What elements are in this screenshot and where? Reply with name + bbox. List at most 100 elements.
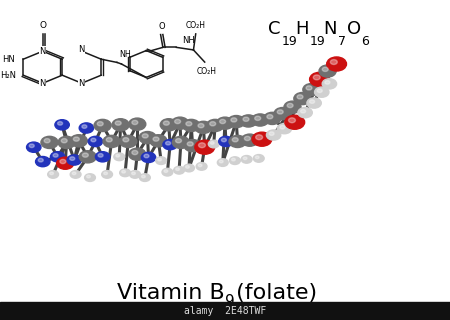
Circle shape: [322, 67, 328, 71]
Circle shape: [256, 135, 263, 140]
Text: C: C: [268, 20, 280, 38]
Text: H₂N: H₂N: [0, 71, 17, 80]
Text: 9: 9: [225, 294, 235, 309]
Circle shape: [174, 166, 184, 174]
Circle shape: [255, 156, 259, 159]
Circle shape: [166, 141, 171, 145]
Circle shape: [67, 155, 81, 165]
Circle shape: [73, 137, 79, 141]
Circle shape: [163, 140, 177, 150]
Circle shape: [163, 121, 169, 125]
Circle shape: [221, 138, 226, 142]
Circle shape: [322, 79, 337, 89]
Circle shape: [158, 158, 162, 161]
Circle shape: [287, 103, 293, 108]
Text: (folate): (folate): [229, 283, 317, 303]
Text: O: O: [158, 22, 165, 31]
Circle shape: [95, 152, 110, 162]
Circle shape: [252, 132, 272, 146]
Text: CO₂H: CO₂H: [186, 21, 206, 30]
Circle shape: [104, 172, 108, 175]
Circle shape: [196, 163, 207, 170]
Circle shape: [98, 154, 103, 157]
Circle shape: [88, 136, 103, 147]
Circle shape: [288, 118, 296, 123]
Circle shape: [132, 150, 138, 155]
Circle shape: [114, 153, 125, 161]
Circle shape: [207, 119, 224, 132]
Circle shape: [186, 122, 192, 126]
Circle shape: [310, 100, 315, 103]
Circle shape: [277, 110, 283, 114]
Circle shape: [315, 87, 329, 97]
Circle shape: [187, 142, 193, 146]
Circle shape: [274, 108, 291, 120]
Circle shape: [129, 148, 146, 160]
Circle shape: [27, 142, 41, 152]
Circle shape: [243, 117, 249, 121]
Circle shape: [208, 140, 219, 148]
Text: 6: 6: [361, 35, 369, 48]
Text: Vitamin B: Vitamin B: [117, 283, 225, 303]
Circle shape: [216, 117, 234, 129]
Circle shape: [228, 116, 245, 128]
Text: NH: NH: [119, 50, 131, 59]
Circle shape: [306, 86, 312, 90]
Circle shape: [103, 135, 120, 148]
Circle shape: [112, 119, 129, 131]
Circle shape: [307, 98, 321, 108]
Circle shape: [243, 157, 247, 160]
Text: 7: 7: [338, 35, 346, 48]
Circle shape: [219, 136, 233, 147]
Circle shape: [97, 122, 103, 126]
Circle shape: [319, 65, 336, 77]
Text: N: N: [40, 79, 46, 88]
Circle shape: [210, 141, 214, 144]
Circle shape: [176, 168, 180, 171]
Circle shape: [176, 139, 181, 143]
Circle shape: [297, 95, 303, 99]
Text: 19: 19: [282, 35, 298, 48]
Circle shape: [284, 101, 301, 113]
Circle shape: [29, 144, 34, 148]
Circle shape: [130, 171, 140, 178]
Circle shape: [255, 116, 261, 120]
Circle shape: [313, 75, 320, 80]
Circle shape: [122, 170, 126, 173]
Circle shape: [70, 157, 75, 160]
Circle shape: [298, 108, 312, 118]
Circle shape: [55, 120, 69, 130]
Circle shape: [86, 175, 90, 178]
Circle shape: [267, 115, 273, 119]
Circle shape: [141, 152, 156, 163]
Circle shape: [50, 152, 65, 162]
Circle shape: [171, 117, 189, 129]
Circle shape: [164, 170, 168, 172]
Circle shape: [317, 89, 322, 92]
Circle shape: [131, 172, 135, 175]
Circle shape: [232, 138, 238, 142]
Circle shape: [58, 122, 63, 125]
Circle shape: [144, 154, 149, 158]
Text: CO₂H: CO₂H: [197, 67, 217, 76]
Circle shape: [115, 121, 121, 125]
Circle shape: [70, 135, 87, 147]
Circle shape: [253, 155, 264, 162]
Circle shape: [38, 158, 43, 162]
Circle shape: [195, 121, 212, 133]
Circle shape: [36, 156, 50, 167]
Circle shape: [184, 140, 201, 152]
Circle shape: [82, 153, 88, 157]
Circle shape: [266, 130, 281, 140]
Circle shape: [175, 119, 180, 124]
Circle shape: [91, 138, 96, 142]
Circle shape: [162, 168, 173, 176]
Circle shape: [172, 136, 189, 148]
Circle shape: [330, 60, 338, 65]
Circle shape: [241, 156, 252, 163]
Text: N: N: [79, 79, 85, 88]
Circle shape: [116, 154, 120, 157]
Circle shape: [231, 118, 237, 122]
Text: N: N: [79, 45, 85, 54]
Circle shape: [303, 84, 320, 96]
